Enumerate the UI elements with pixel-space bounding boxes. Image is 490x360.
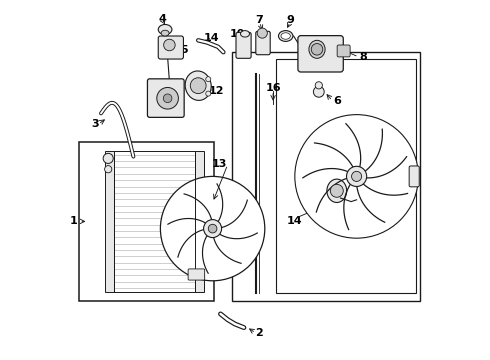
Ellipse shape xyxy=(185,71,211,100)
FancyBboxPatch shape xyxy=(147,79,184,117)
Circle shape xyxy=(330,184,343,197)
Text: 4: 4 xyxy=(159,14,167,24)
Circle shape xyxy=(314,86,324,97)
Text: 14: 14 xyxy=(204,33,220,43)
Circle shape xyxy=(196,271,204,280)
Circle shape xyxy=(103,153,113,163)
Circle shape xyxy=(208,224,217,233)
FancyBboxPatch shape xyxy=(256,31,270,55)
Ellipse shape xyxy=(158,24,172,35)
Text: 5: 5 xyxy=(180,45,188,55)
Bar xyxy=(232,52,419,301)
Text: 9: 9 xyxy=(287,15,294,25)
Text: 6: 6 xyxy=(333,96,341,106)
Bar xyxy=(79,142,215,301)
FancyBboxPatch shape xyxy=(158,36,183,59)
Text: 12: 12 xyxy=(209,86,224,96)
Ellipse shape xyxy=(281,33,291,39)
FancyBboxPatch shape xyxy=(409,166,419,187)
Circle shape xyxy=(157,87,178,109)
FancyBboxPatch shape xyxy=(337,45,350,57)
Circle shape xyxy=(104,166,112,173)
Text: 10: 10 xyxy=(229,29,245,39)
Text: 1: 1 xyxy=(70,216,78,226)
Text: 7: 7 xyxy=(255,15,263,25)
Text: 14: 14 xyxy=(287,216,302,226)
Text: 11: 11 xyxy=(146,100,162,110)
Circle shape xyxy=(351,171,362,181)
Circle shape xyxy=(190,78,206,94)
Circle shape xyxy=(315,82,322,89)
Ellipse shape xyxy=(161,30,169,36)
Bar xyxy=(104,151,114,292)
Bar xyxy=(195,151,204,292)
Text: 15: 15 xyxy=(382,175,397,185)
Bar xyxy=(275,59,416,293)
FancyBboxPatch shape xyxy=(236,32,251,58)
Circle shape xyxy=(206,77,211,82)
Ellipse shape xyxy=(278,31,293,41)
FancyBboxPatch shape xyxy=(188,269,205,280)
Circle shape xyxy=(164,39,175,51)
Circle shape xyxy=(295,114,418,238)
Circle shape xyxy=(163,94,172,103)
Circle shape xyxy=(311,44,323,55)
Text: 2: 2 xyxy=(255,328,263,338)
Circle shape xyxy=(204,220,221,238)
Ellipse shape xyxy=(241,31,249,37)
Circle shape xyxy=(160,176,265,281)
Circle shape xyxy=(346,166,367,186)
Text: 13: 13 xyxy=(212,159,227,169)
FancyBboxPatch shape xyxy=(298,36,343,72)
Text: 3: 3 xyxy=(92,119,99,129)
Ellipse shape xyxy=(309,40,325,58)
Text: 8: 8 xyxy=(360,52,367,62)
Text: 16: 16 xyxy=(265,83,281,93)
Bar xyxy=(114,151,195,292)
Circle shape xyxy=(257,28,268,38)
Circle shape xyxy=(206,91,211,96)
Ellipse shape xyxy=(327,179,347,202)
